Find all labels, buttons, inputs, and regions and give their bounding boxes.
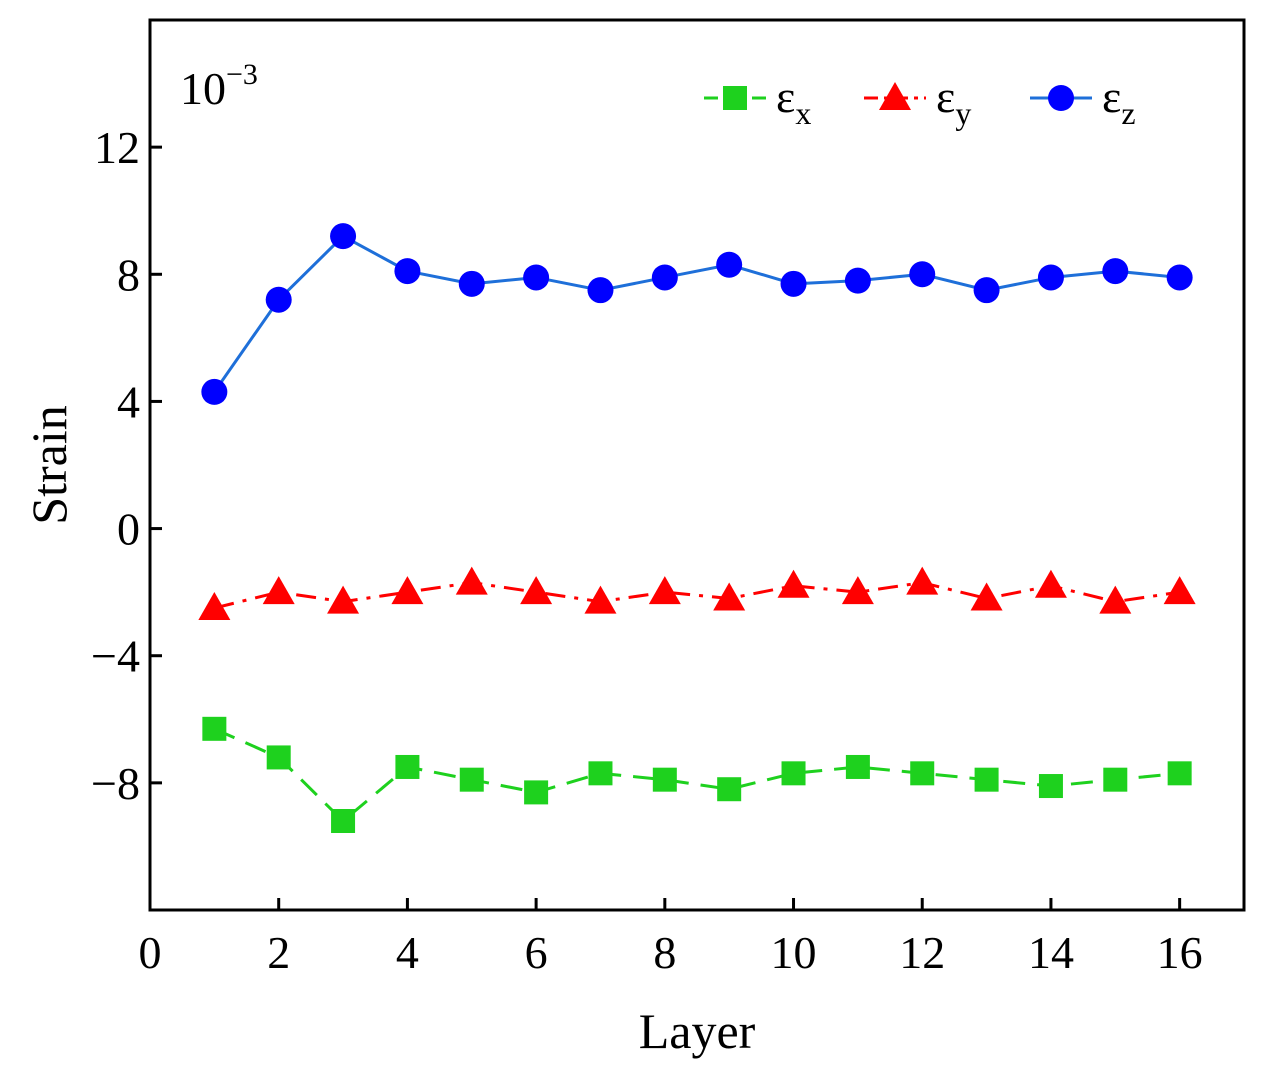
data-point-z <box>523 264 550 291</box>
data-point-y <box>1163 576 1196 605</box>
data-point-z <box>201 378 228 405</box>
data-point-y <box>1034 569 1067 598</box>
data-point-z <box>394 258 421 285</box>
data-point-z <box>780 270 807 297</box>
data-point-x <box>652 767 677 792</box>
legend-marker-x <box>723 86 747 110</box>
legend-entry-y: εy <box>864 71 971 131</box>
legend-label-sub: z <box>1121 95 1135 131</box>
data-point-z <box>587 277 614 304</box>
x-tick-label: 6 <box>525 927 548 978</box>
data-point-x <box>1038 774 1063 799</box>
legend-label-main: ε <box>776 71 795 122</box>
data-point-y <box>713 582 746 611</box>
legend-marker-y <box>879 82 911 110</box>
y-tick-label: 0 <box>117 504 140 555</box>
y-tick-label: 4 <box>117 376 140 427</box>
legend-label-main: ε <box>1102 71 1121 122</box>
data-point-x <box>588 761 613 786</box>
plot-frame <box>148 18 1246 912</box>
data-point-z <box>1102 258 1129 285</box>
data-point-x <box>459 767 484 792</box>
data-point-z <box>265 286 292 313</box>
series-z <box>201 223 1193 405</box>
x-tick-label: 12 <box>899 927 945 978</box>
x-tick-label: 16 <box>1157 927 1203 978</box>
legend-label-sub: y <box>955 95 971 131</box>
data-point-y <box>391 576 424 605</box>
data-point-y <box>198 592 231 621</box>
data-point-y <box>455 566 488 595</box>
data-point-x <box>524 780 549 805</box>
data-point-y <box>327 585 360 614</box>
legend-label-main: ε <box>936 71 955 122</box>
data-point-z <box>651 264 678 291</box>
y-axis-title: Strain <box>21 405 77 524</box>
data-point-y <box>648 576 681 605</box>
series-y <box>198 566 1196 621</box>
legend-entry-z: εz <box>1030 71 1136 131</box>
x-tick-label: 0 <box>139 927 162 978</box>
data-point-y <box>520 576 553 605</box>
data-point-y <box>1099 585 1132 614</box>
data-point-z <box>716 251 743 278</box>
x-axis-title: Layer <box>639 1003 756 1059</box>
data-point-z <box>844 267 871 294</box>
data-point-z <box>973 277 1000 304</box>
data-point-x <box>717 777 742 802</box>
data-point-x <box>1103 767 1128 792</box>
legend-label-sub: x <box>795 95 811 131</box>
y-tick-label: −4 <box>91 631 140 682</box>
y-tick-label: −8 <box>91 758 140 809</box>
scale-base: 10 <box>180 63 226 114</box>
series-line-z <box>213 234 1180 393</box>
data-point-x <box>974 767 999 792</box>
data-point-x <box>395 754 420 779</box>
legend-label-z: εz <box>1102 71 1136 131</box>
legend-entry-x: εx <box>704 71 811 131</box>
x-tick-label: 2 <box>267 927 290 978</box>
x-tick-label: 10 <box>771 927 817 978</box>
x-tick-label: 8 <box>653 927 676 978</box>
data-point-z <box>330 223 357 250</box>
data-point-y <box>841 576 874 605</box>
data-point-y <box>970 582 1003 611</box>
data-point-z <box>909 261 936 288</box>
series-line-y <box>213 581 1180 610</box>
x-tick-label: 4 <box>396 927 419 978</box>
scale-note: 10−3 <box>180 58 258 114</box>
y-tick-label: 12 <box>94 122 140 173</box>
y-tick-label: 8 <box>117 249 140 300</box>
legend-label-x: εx <box>776 71 811 131</box>
data-point-z <box>458 270 485 297</box>
data-point-x <box>266 745 291 770</box>
data-point-y <box>777 569 810 598</box>
data-point-y <box>584 585 617 614</box>
series-line-x <box>213 727 1180 824</box>
legend-label-y: εy <box>936 71 971 131</box>
series-x <box>202 716 1192 833</box>
data-point-z <box>1037 264 1064 291</box>
legend-marker-z <box>1048 85 1074 111</box>
data-point-x <box>202 716 227 741</box>
data-point-z <box>1166 264 1193 291</box>
data-point-x <box>845 754 870 779</box>
data-point-y <box>906 566 939 595</box>
scale-exponent: −3 <box>226 58 258 91</box>
data-point-x <box>1167 761 1192 786</box>
data-point-y <box>262 576 295 605</box>
data-point-x <box>781 761 806 786</box>
data-point-x <box>910 761 935 786</box>
data-point-x <box>331 809 356 833</box>
x-tick-label: 14 <box>1028 927 1074 978</box>
